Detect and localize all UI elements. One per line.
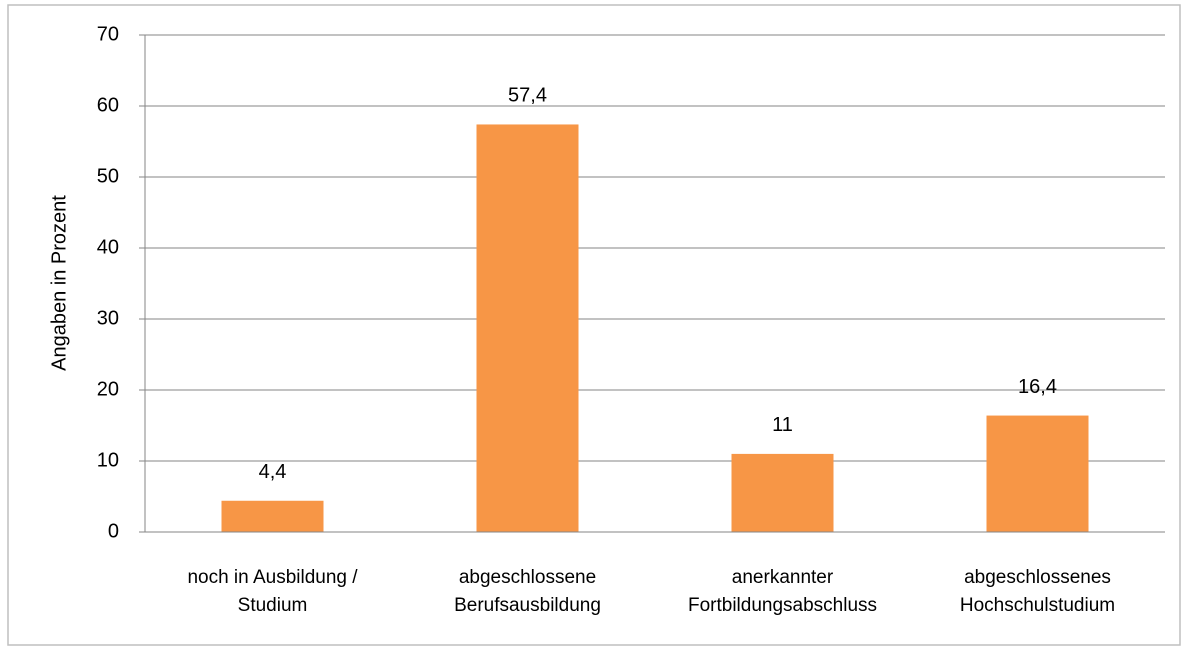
x-tick-label: anerkannter [732, 567, 834, 588]
x-tick-label: Fortbildungsabschluss [688, 595, 877, 616]
y-tick-label: 0 [108, 520, 119, 542]
y-tick-label: 50 [97, 165, 119, 187]
bar [221, 500, 324, 532]
x-tick-label: abgeschlossene [459, 567, 596, 588]
data-label: 16,4 [1018, 376, 1057, 398]
bar [731, 453, 834, 532]
data-label: 57,4 [508, 85, 547, 107]
y-tick-label: 20 [97, 378, 119, 400]
bar [986, 415, 1089, 532]
bar [476, 124, 579, 533]
x-tick-label: abgeschlossenes [964, 567, 1111, 588]
y-tick-label: 70 [97, 23, 119, 45]
x-tick-label: noch in Ausbildung / [187, 567, 358, 588]
x-tick-label: Berufsausbildung [454, 595, 601, 616]
chart-frame [7, 4, 1181, 646]
y-tick-label: 30 [97, 307, 119, 329]
data-label: 4,4 [259, 461, 287, 483]
data-label: 11 [772, 414, 793, 436]
y-tick-label: 10 [97, 449, 119, 471]
x-tick-label: Hochschulstudium [960, 595, 1115, 616]
x-tick-label: Studium [238, 595, 308, 616]
y-tick-label: 60 [97, 94, 119, 116]
y-tick-label: 40 [97, 236, 119, 258]
y-axis-label: Angaben in Prozent [48, 195, 70, 371]
